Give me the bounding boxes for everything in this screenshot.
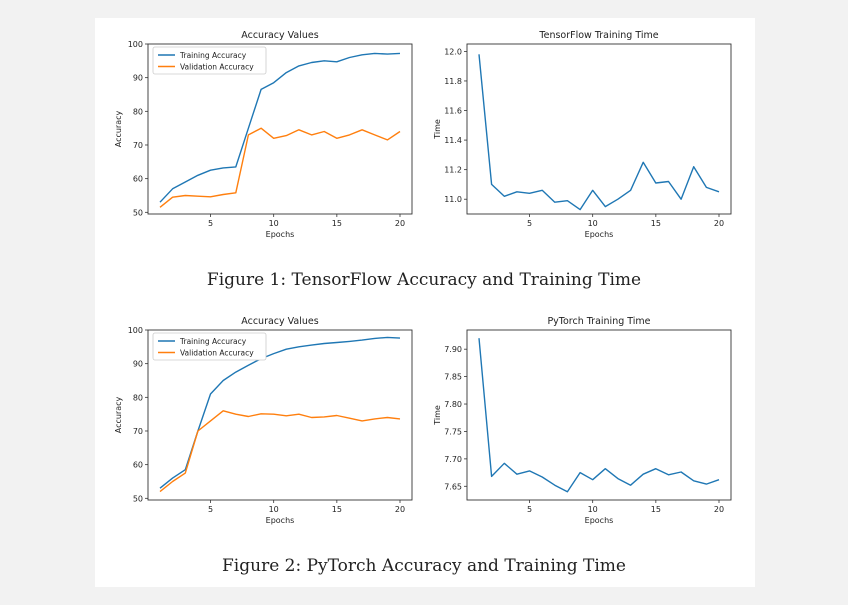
y-tick-label: 60 [133,175,143,184]
y-tick-label: 11.4 [444,136,462,145]
y-tick-label: 11.0 [444,195,462,204]
y-axis-label: Accuracy [114,110,123,147]
y-tick-label: 7.65 [444,482,462,491]
chart-title: TensorFlow Training Time [538,30,658,41]
chart-title: Accuracy Values [241,316,318,327]
y-tick-label: 100 [128,326,143,335]
figure-1-caption: Figure 1: TensorFlow Accuracy and Traini… [206,270,642,290]
y-tick-label: 100 [128,40,143,49]
chart-1: Accuracy Values 5 10 15 20 50 60 70 80 90 100 Epoch… [114,30,413,239]
chart-title: Accuracy Values [241,30,318,41]
x-axis-label: Epochs [266,516,295,525]
y-tick-label: 70 [133,427,143,436]
x-tick-label: 5 [208,505,213,514]
x-tick-label: 20 [395,505,405,514]
series-line-2 [159,127,401,208]
chart-2: TensorFlow Training Time 5 10 15 20 11.0 11.2 1… [433,30,732,239]
x-tick-label: 15 [332,505,342,514]
y-tick-label: 70 [133,141,143,150]
series-line-1 [478,338,720,493]
x-tick-label: 20 [714,505,724,514]
series-line-1 [159,52,401,203]
legend-label: Training Accuracy [179,337,247,346]
x-tick-label: 20 [714,219,724,228]
x-tick-label: 5 [527,505,532,514]
y-axis-label: Time [433,119,442,140]
x-tick-label: 10 [269,219,279,228]
y-tick-label: 60 [133,461,143,470]
chart-title: PyTorch Training Time [547,316,650,327]
y-tick-label: 12.0 [444,47,462,56]
y-tick-label: 11.8 [444,77,462,86]
y-tick-label: 90 [133,360,143,369]
y-tick-label: 50 [133,208,143,217]
plot-frame [147,329,413,501]
legend-box [152,46,267,75]
y-tick-label: 80 [133,393,143,402]
plot-frame [466,329,732,501]
x-axis-label: Epochs [585,230,614,239]
x-tick-label: 10 [588,505,598,514]
chart-4: PyTorch Training Time 5 10 15 20 7.65 7.70 7.75… [433,316,732,525]
y-tick-label: 80 [133,107,143,116]
series-line-2 [159,410,401,493]
x-tick-label: 5 [527,219,532,228]
legend-label: Training Accuracy [179,51,247,60]
y-tick-label: 7.75 [444,427,462,436]
legend-box [152,332,267,361]
x-tick-label: 15 [332,219,342,228]
y-tick-label: 11.2 [444,166,462,175]
series-line-1 [159,336,401,489]
x-tick-label: 20 [395,219,405,228]
chart-3: Accuracy Values 5 10 15 20 50 60 70 80 90 100 Epoch… [114,316,413,525]
y-tick-label: 7.80 [444,400,462,409]
document-page [95,18,755,587]
x-tick-label: 15 [651,219,661,228]
legend-label: Validation Accuracy [180,63,254,72]
y-tick-label: 7.70 [444,455,462,464]
x-tick-label: 5 [208,219,213,228]
x-tick-label: 10 [269,505,279,514]
y-tick-label: 7.90 [444,345,462,354]
y-tick-label: 90 [133,74,143,83]
y-axis-label: Accuracy [114,396,123,433]
figure-2-caption: Figure 2: PyTorch Accuracy and Training … [222,556,626,576]
y-tick-label: 50 [133,494,143,503]
y-axis-label: Time [433,405,442,426]
x-axis-label: Epochs [585,516,614,525]
x-tick-label: 15 [651,505,661,514]
x-tick-label: 10 [588,219,598,228]
series-line-1 [478,54,720,211]
x-axis-label: Epochs [266,230,295,239]
legend-label: Validation Accuracy [180,349,254,358]
y-tick-label: 11.6 [444,107,462,116]
plot-frame [466,43,732,215]
y-tick-label: 7.85 [444,373,462,382]
plot-frame [147,43,413,215]
